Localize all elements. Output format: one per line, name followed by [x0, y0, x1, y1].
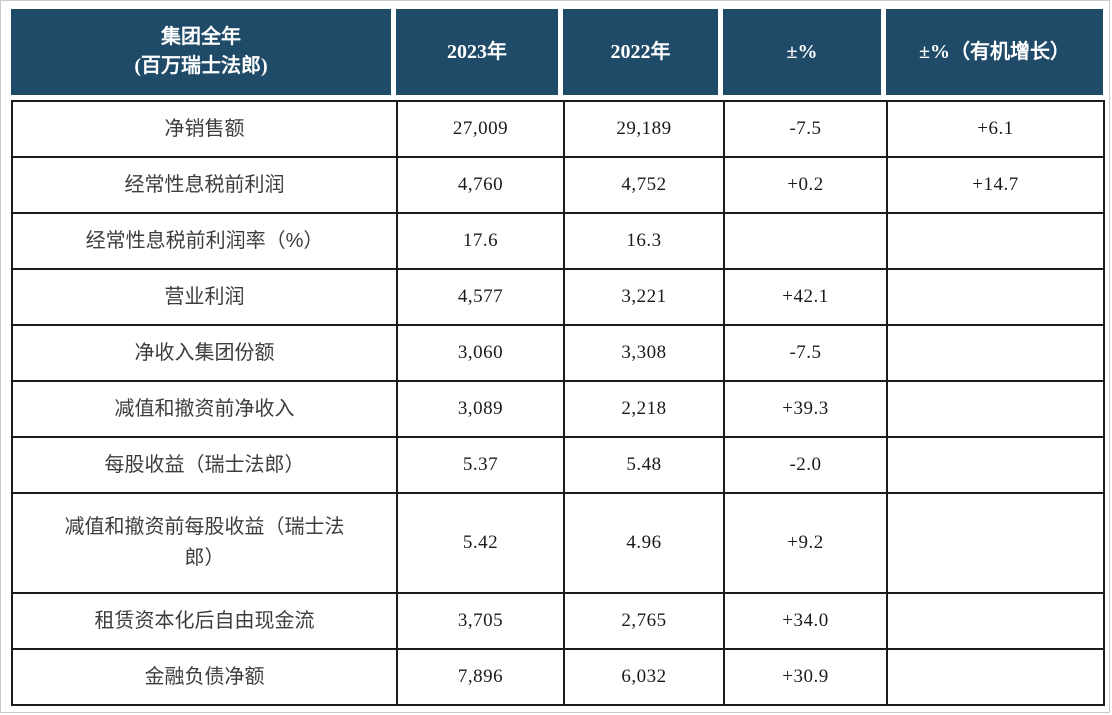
organic-growth [886, 648, 1105, 706]
value-2023: 17.6 [396, 212, 565, 270]
value-2023: 27,009 [396, 100, 565, 158]
value-2023: 4,760 [396, 156, 565, 214]
table-row: 金融负债净额 7,896 6,032 +30.9 [11, 648, 1105, 706]
pct-change: -7.5 [723, 100, 888, 158]
pct-change: -7.5 [723, 324, 888, 382]
value-2022: 5.48 [563, 436, 725, 494]
table-row: 净收入集团份额 3,060 3,308 -7.5 [11, 324, 1105, 382]
pct-change: +9.2 [723, 492, 888, 594]
table-row: 经常性息税前利润 4,760 4,752 +0.2 +14.7 [11, 156, 1105, 214]
value-2022: 4,752 [563, 156, 725, 214]
value-2023: 3,089 [396, 380, 565, 438]
organic-growth [886, 380, 1105, 438]
value-2023: 5.37 [396, 436, 565, 494]
metric-label: 净收入集团份额 [11, 324, 398, 382]
table-header-row: 集团全年 (百万瑞士法郎) 2023年 2022年 ±% ±%（有机增长） [11, 9, 1103, 95]
header-group-metric: 集团全年 (百万瑞士法郎) [11, 9, 396, 95]
value-2022: 4.96 [563, 492, 725, 594]
organic-growth: +6.1 [886, 100, 1105, 158]
value-2022: 6,032 [563, 648, 725, 706]
metric-label: 净销售额 [11, 100, 398, 158]
table-row: 减值和撤资前每股收益（瑞士法郎） 5.42 4.96 +9.2 [11, 492, 1105, 594]
pct-change: +42.1 [723, 268, 888, 326]
organic-growth [886, 436, 1105, 494]
table-row: 营业利润 4,577 3,221 +42.1 [11, 268, 1105, 326]
table-body: 净销售额 27,009 29,189 -7.5 +6.1 经常性息税前利润 4,… [11, 100, 1105, 706]
header-metric-line1: 集团全年 [161, 26, 241, 48]
organic-growth [886, 268, 1105, 326]
header-pct-change: ±% [723, 9, 886, 95]
header-metric-line2: (百万瑞士法郎) [134, 55, 268, 77]
pct-change: -2.0 [723, 436, 888, 494]
organic-growth [886, 492, 1105, 594]
pct-change [723, 212, 888, 270]
value-2022: 2,218 [563, 380, 725, 438]
value-2022: 3,221 [563, 268, 725, 326]
metric-label: 每股收益（瑞士法郎） [11, 436, 398, 494]
metric-label: 金融负债净额 [11, 648, 398, 706]
metric-label: 营业利润 [11, 268, 398, 326]
organic-growth [886, 592, 1105, 650]
value-2022: 2,765 [563, 592, 725, 650]
table-row: 减值和撤资前净收入 3,089 2,218 +39.3 [11, 380, 1105, 438]
header-organic-growth: ±%（有机增长） [886, 9, 1103, 95]
value-2023: 4,577 [396, 268, 565, 326]
value-2023: 3,705 [396, 592, 565, 650]
metric-label: 经常性息税前利润率（%） [11, 212, 398, 270]
value-2023: 5.42 [396, 492, 565, 594]
pct-change: +0.2 [723, 156, 888, 214]
value-2023: 3,060 [396, 324, 565, 382]
metric-label: 减值和撤资前每股收益（瑞士法郎） [11, 492, 398, 594]
table-row: 净销售额 27,009 29,189 -7.5 +6.1 [11, 100, 1105, 158]
value-2023: 7,896 [396, 648, 565, 706]
value-2022: 3,308 [563, 324, 725, 382]
header-2023: 2023年 [396, 9, 563, 95]
table-row: 经常性息税前利润率（%） 17.6 16.3 [11, 212, 1105, 270]
pct-change: +39.3 [723, 380, 888, 438]
organic-growth [886, 212, 1105, 270]
pct-change: +34.0 [723, 592, 888, 650]
organic-growth: +14.7 [886, 156, 1105, 214]
value-2022: 16.3 [563, 212, 725, 270]
value-2022: 29,189 [563, 100, 725, 158]
pct-change: +30.9 [723, 648, 888, 706]
group-financials-table: 集团全年 (百万瑞士法郎) 2023年 2022年 ±% ±%（有机增长） 净销… [11, 9, 1105, 706]
header-2022: 2022年 [563, 9, 723, 95]
table-row: 每股收益（瑞士法郎） 5.37 5.48 -2.0 [11, 436, 1105, 494]
table-row: 租赁资本化后自由现金流 3,705 2,765 +34.0 [11, 592, 1105, 650]
metric-label: 减值和撤资前净收入 [11, 380, 398, 438]
metric-label: 租赁资本化后自由现金流 [11, 592, 398, 650]
metric-label: 经常性息税前利润 [11, 156, 398, 214]
organic-growth [886, 324, 1105, 382]
